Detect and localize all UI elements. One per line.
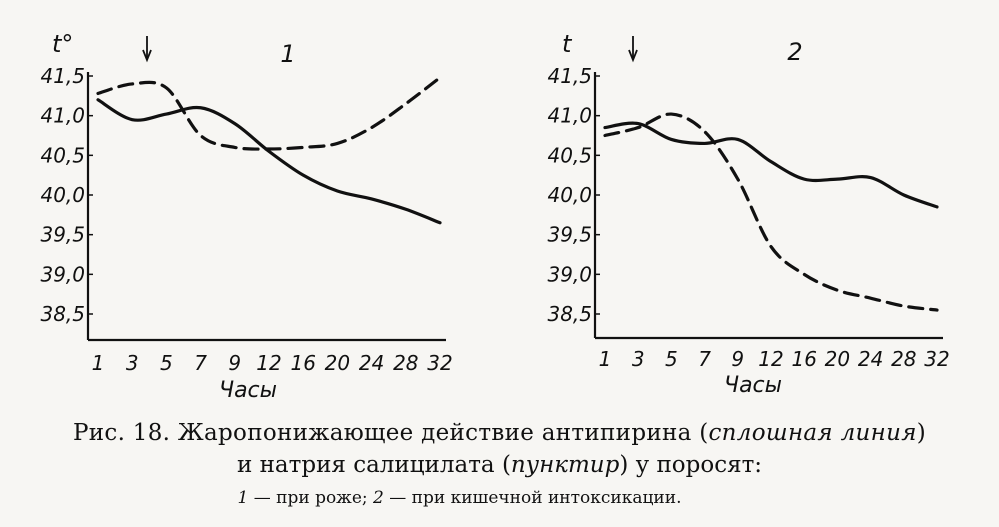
panel-label: 2 [787,38,802,66]
y-tick-label: 39,0 [40,262,85,286]
x-tick-label: 5 [160,351,173,375]
x-tick-label: 3 [126,351,139,375]
caption-italic: сплошная линия [708,420,917,446]
x-tick-label: 1 [92,351,105,375]
y-tick-label: 41,0 [547,104,592,128]
y-tick-label: 41,0 [40,104,85,128]
x-tick-label: 20 [825,347,850,371]
x-axis-label: Часы [724,373,782,398]
y-tick-label: 41,5 [547,64,592,88]
y-tick-label: 40,0 [547,183,592,207]
x-axis-label: Часы [219,378,277,403]
x-tick-label: 1 [599,347,612,371]
y-tick-label: 39,5 [547,223,592,247]
y-tick-label: 38,5 [40,302,85,326]
x-tick-label: 24 [359,351,384,375]
figure-caption-line-1: Рис. 18. Жаропонижающее действие антипир… [0,420,999,446]
caption-text: ) [916,420,927,446]
y-tick-label: 38,5 [547,302,592,326]
series-solid-line [96,98,442,225]
caption-text: — при роже; [248,488,374,508]
x-tick-label: 7 [698,347,711,371]
caption-italic: пунктир [510,452,620,478]
figure-caption-line-3: 1 — при роже; 2 — при кишечной интоксика… [0,488,959,508]
y-axis-label: t° [52,30,73,58]
caption-number: 1 [237,488,249,508]
charts-figure: 41,541,040,540,039,539,038,51 3 5 7 9 12 16 20 2… [40,30,949,403]
x-tick-label: 9 [228,351,241,375]
caption-text: Рис. 18. Жаропонижающее действие антипир… [72,420,709,446]
caption-text: ) у поросят: [619,452,763,478]
series-solid-line [603,121,939,209]
x-tick-label: 32 [427,351,452,375]
x-tick-label: 24 [858,347,883,371]
panel-label: 1 [280,40,295,68]
arrow-marker-head [142,49,152,63]
series-dashed-line [603,112,939,312]
arrow-marker-head [628,49,638,63]
y-tick-label: 41,5 [40,64,85,88]
y-tick-label: 40,5 [547,143,592,167]
x-tick-label: 20 [325,351,350,375]
y-tick-label: 40,0 [40,183,85,207]
caption-text: — при кишечной интоксикации. [383,488,682,508]
caption-number: 2 [373,488,384,508]
x-tick-label: 7 [194,351,207,375]
x-tick-label: 28 [393,351,418,375]
series-dashed-line [96,75,442,151]
x-tick-label: 9 [731,347,744,371]
x-tick-label: 32 [924,347,949,371]
y-axis-label: t [562,30,573,58]
y-tick-label: 39,0 [547,262,592,286]
x-tick-label: 3 [632,347,645,371]
x-tick-label: 12 [758,347,783,371]
x-tick-label: 28 [891,347,916,371]
x-tick-label: 12 [256,351,281,375]
y-tick-label: 39,5 [40,223,85,247]
x-tick-label: 16 [791,347,816,371]
x-tick-label: 5 [665,347,678,371]
x-tick-label: 16 [290,351,315,375]
caption-text: и натрия салицилата ( [236,452,511,478]
figure-caption-line-2: и натрия салицилата (пунктир) у поросят: [0,452,999,478]
y-tick-label: 40,5 [40,143,85,167]
